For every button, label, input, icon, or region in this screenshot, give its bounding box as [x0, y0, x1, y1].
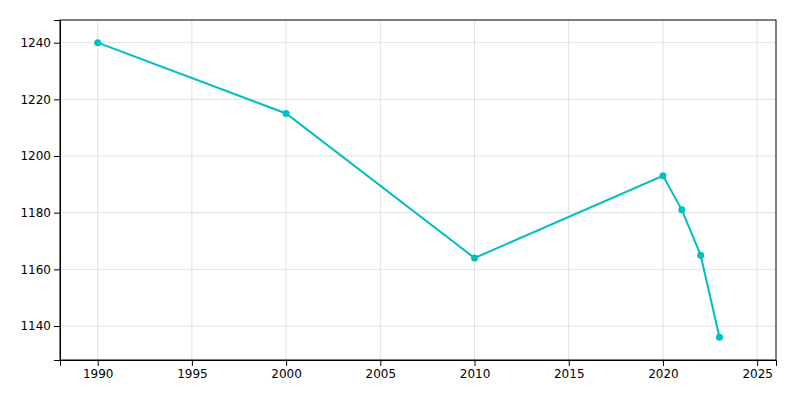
y-axis: 1140 1160 1180 1200 1220 1240 — [20, 21, 60, 361]
x-tick-label: 1990 — [83, 367, 114, 381]
y-tick-mark — [54, 156, 60, 157]
x-axis-line — [61, 361, 777, 367]
x-tick-label: 2015 — [554, 367, 585, 381]
x-tick-mark — [663, 360, 664, 366]
x-tick-mark — [757, 360, 758, 366]
y-tick: 1180 — [20, 206, 60, 220]
x-tick-label: 2000 — [271, 367, 302, 381]
x-tick-mark — [286, 360, 287, 366]
y-tick: 1240 — [20, 36, 60, 50]
y-grid-line — [60, 99, 776, 100]
y-tick-mark — [54, 326, 60, 327]
y-tick-mark — [54, 99, 60, 100]
x-tick-mark — [569, 360, 570, 366]
y-tick-label: 1160 — [20, 263, 51, 277]
point — [716, 334, 723, 341]
point — [283, 110, 290, 117]
x-tick-label: 2005 — [366, 367, 397, 381]
y-grid-line — [60, 156, 776, 157]
x-grid-line — [757, 20, 758, 360]
x-grid-line — [191, 20, 192, 360]
y-grid-line — [60, 269, 776, 270]
x-tick: 2020 — [648, 360, 679, 381]
x-tick: 1990 — [83, 360, 114, 381]
x-tick-label: 2020 — [648, 367, 679, 381]
plot: 1990 1995 2000 2005 2010 2015 2020 2025 1140 1160… — [20, 20, 776, 381]
y-tick-mark — [54, 269, 60, 270]
y-tick: 1200 — [20, 149, 60, 163]
y-tick-label: 1240 — [20, 36, 51, 50]
point — [659, 172, 666, 179]
point — [471, 255, 478, 262]
x-tick: 2015 — [554, 360, 585, 381]
y-tick-mark — [54, 43, 60, 44]
plot-frame — [60, 20, 776, 360]
x-tick: 2010 — [460, 360, 491, 381]
x-grid-line — [97, 20, 98, 360]
x-tick-mark — [380, 360, 381, 366]
x-tick-mark — [98, 360, 99, 366]
x-tick-label: 2025 — [742, 367, 773, 381]
point — [94, 39, 101, 46]
y-tick-mark — [54, 213, 60, 214]
x-grid-line — [662, 20, 663, 360]
x-grid-line — [568, 20, 569, 360]
y-tick-label: 1180 — [20, 206, 51, 220]
x-axis: 1990 1995 2000 2005 2010 2015 2020 2025 — [61, 360, 777, 381]
y-axis-line — [54, 21, 61, 361]
x-tick-label: 2010 — [460, 367, 491, 381]
point — [697, 252, 704, 259]
x-tick-mark — [475, 360, 476, 366]
y-grid-line — [60, 42, 776, 43]
y-grid-line — [60, 212, 776, 213]
x-tick: 1995 — [177, 360, 208, 381]
x-grid-line — [380, 20, 381, 360]
chart: 1990 1995 2000 2005 2010 2015 2020 2025 1140 1160… — [0, 0, 800, 400]
x-tick: 2025 — [742, 360, 773, 381]
y-tick: 1220 — [20, 93, 60, 107]
x-tick-label: 1995 — [177, 367, 208, 381]
x-tick-mark — [192, 360, 193, 366]
y-tick: 1140 — [20, 319, 60, 333]
y-tick-label: 1220 — [20, 93, 51, 107]
y-tick: 1160 — [20, 263, 60, 277]
point — [678, 206, 685, 213]
x-tick: 2000 — [271, 360, 302, 381]
line — [98, 43, 720, 338]
grid — [60, 20, 776, 360]
y-grid-line — [60, 326, 776, 327]
x-grid-line — [474, 20, 475, 360]
x-tick: 2005 — [366, 360, 397, 381]
y-tick-label: 1140 — [20, 319, 51, 333]
x-grid-line — [286, 20, 287, 360]
series — [94, 39, 723, 341]
y-tick-label: 1200 — [20, 149, 51, 163]
